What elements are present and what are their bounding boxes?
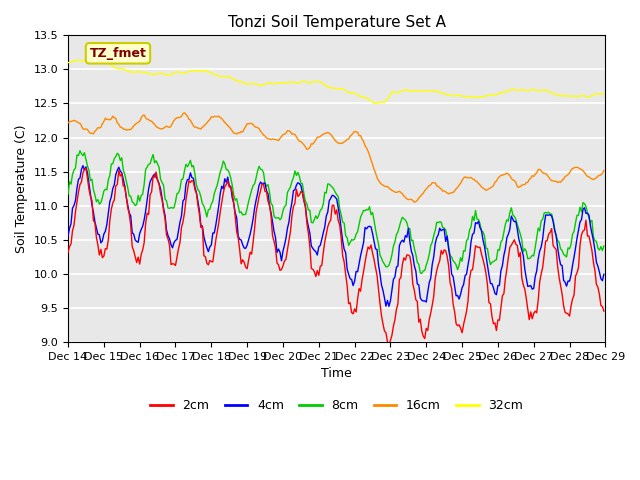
Legend: 2cm, 4cm, 8cm, 16cm, 32cm: 2cm, 4cm, 8cm, 16cm, 32cm [145,394,529,417]
Text: TZ_fmet: TZ_fmet [90,47,147,60]
Title: Tonzi Soil Temperature Set A: Tonzi Soil Temperature Set A [228,15,445,30]
Y-axis label: Soil Temperature (C): Soil Temperature (C) [15,124,28,253]
X-axis label: Time: Time [321,367,352,380]
